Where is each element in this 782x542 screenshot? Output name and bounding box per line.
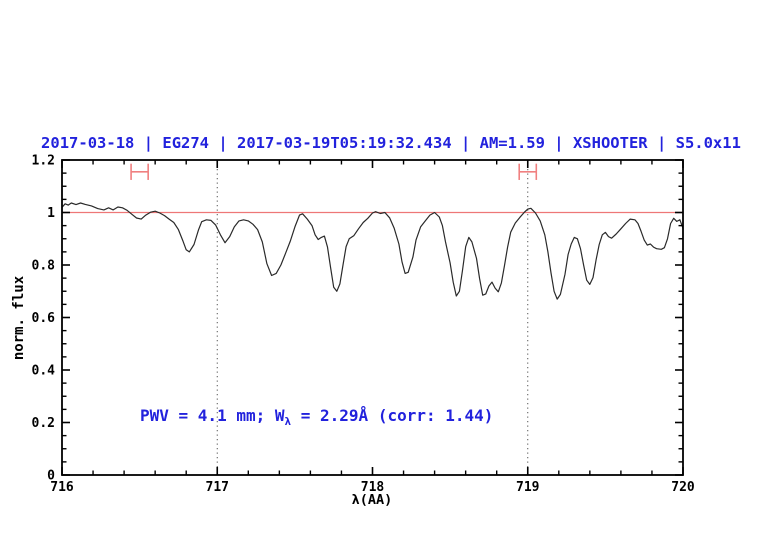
y-tick-label: 0 (47, 469, 55, 484)
y-axis-title: norm. flux (11, 275, 27, 361)
pwv-annotation-prefix: PWV = 4.1 mm; W (140, 406, 285, 425)
x-tick-label: 718 (361, 480, 385, 495)
pwv-annotation-subscript: λ (284, 415, 292, 429)
y-tick-label: 0.8 (32, 259, 56, 274)
x-tick-label: 717 (206, 480, 229, 495)
y-tick-label: 1.2 (32, 154, 55, 169)
y-tick-label: 1 (47, 206, 55, 221)
x-tick-label: 720 (671, 480, 695, 495)
x-tick-label: 719 (516, 480, 539, 495)
plot-title: 2017-03-18 | EG274 | 2017-03-19T05:19:32… (41, 134, 741, 152)
y-tick-label: 0.6 (32, 311, 56, 326)
pwv-annotation: PWV = 4.1 mm; Wλ = 2.29Å (corr: 1.44) (140, 406, 493, 428)
spectrum-line (61, 202, 684, 300)
x-tick-label: 716 (50, 480, 74, 495)
pwv-annotation-suffix: = 2.29Å (corr: 1.44) (291, 406, 494, 425)
y-tick-label: 0.4 (32, 364, 56, 379)
x-axis-title: λ(AA) (351, 492, 393, 508)
y-tick-label: 0.2 (32, 416, 55, 431)
